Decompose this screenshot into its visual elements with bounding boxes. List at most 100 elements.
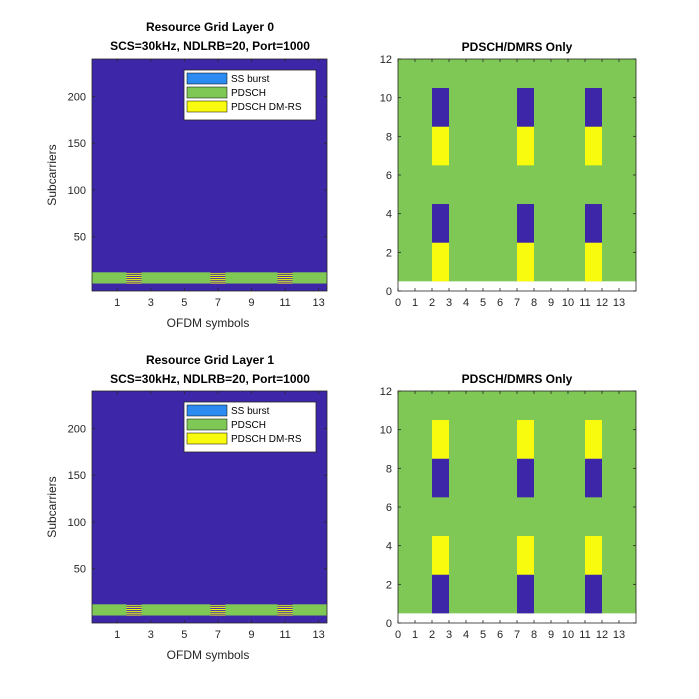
dmrs-cell	[210, 610, 226, 612]
resource-cell	[585, 574, 602, 614]
x-tick-label: 6	[497, 629, 503, 641]
y-tick-label: 100	[68, 185, 86, 197]
dmrs-cell	[277, 274, 293, 276]
dmrs-cell	[210, 279, 226, 281]
dmrs-cell	[277, 276, 293, 278]
legend-label-pdsch-dmrs: PDSCH DM-RS	[231, 434, 302, 445]
dmrs-cell	[126, 274, 142, 276]
x-axis-label: OFDM symbols	[167, 316, 250, 330]
x-axis-label: OFDM symbols	[167, 648, 250, 662]
dmrs-cell	[277, 273, 293, 275]
pdsch-band	[92, 272, 327, 284]
dmrs-cell	[277, 604, 293, 606]
legend-swatch-pdsch	[186, 418, 228, 431]
dmrs-cell	[210, 608, 226, 609]
dmrs-cell	[277, 610, 293, 612]
dmrs-cell	[210, 611, 226, 613]
dmrs-cell	[210, 274, 226, 276]
dmrs-cell	[277, 281, 293, 283]
dmrs-cell	[210, 273, 226, 275]
resource-cell	[517, 204, 534, 243]
dmrs-cell	[210, 281, 226, 283]
x-tick-label: 0	[395, 297, 401, 309]
chart-title: PDSCH/DMRS Only	[462, 40, 573, 54]
y-axis-label: Subcarriers	[45, 144, 59, 205]
resource-cell	[432, 88, 449, 127]
legend-swatch-pdsch-dmrs	[186, 432, 228, 445]
resource-cell	[517, 242, 534, 282]
dmrs-cell	[126, 610, 142, 612]
dmrs-cell	[210, 275, 226, 277]
y-tick-label: 12	[380, 386, 392, 398]
y-tick-label: 10	[380, 425, 392, 437]
dmrs-cell	[277, 272, 293, 274]
dmrs-cell	[126, 608, 142, 609]
x-tick-label: 12	[596, 629, 608, 641]
resource-cell	[585, 126, 602, 166]
resource-cell	[517, 536, 534, 575]
chart-title: Resource Grid Layer 0	[146, 20, 274, 34]
dmrs-cell	[126, 280, 142, 282]
resource-cell	[432, 204, 449, 243]
x-tick-label: 10	[562, 629, 574, 641]
resource-cell	[585, 420, 602, 459]
dmrs-cell	[126, 614, 142, 616]
dmrs-cell	[277, 276, 293, 277]
x-tick-label: 5	[480, 629, 486, 641]
legend-label-ss-burst: SS burst	[231, 74, 270, 85]
resource-cell	[585, 204, 602, 243]
y-tick-label: 6	[386, 502, 392, 514]
x-tick-label: 6	[497, 297, 503, 309]
dmrs-cell	[126, 282, 142, 284]
dmrs-cell	[277, 275, 293, 277]
y-tick-label: 12	[380, 54, 392, 66]
x-tick-label: 8	[531, 629, 537, 641]
x-tick-label: 3	[148, 297, 154, 309]
chart-title: PDSCH/DMRS Only	[462, 372, 573, 386]
x-tick-label: 3	[148, 629, 154, 641]
x-tick-label: 2	[429, 297, 435, 309]
dmrs-cell	[126, 612, 142, 614]
resource-cell	[432, 536, 449, 575]
pdsch-band	[92, 604, 327, 616]
x-tick-label: 0	[395, 629, 401, 641]
dmrs-cell	[277, 606, 293, 608]
resource-cell	[432, 242, 449, 282]
y-tick-label: 10	[380, 93, 392, 105]
dmrs-cell	[277, 611, 293, 613]
dmrs-cell	[277, 280, 293, 282]
x-tick-label: 4	[463, 297, 469, 309]
resource-cell	[517, 574, 534, 614]
dmrs-cell	[277, 277, 293, 279]
dmrs-cell	[126, 613, 142, 615]
resource-cell	[585, 242, 602, 282]
x-tick-label: 13	[613, 297, 625, 309]
legend-swatch-pdsch-dmrs	[186, 100, 228, 113]
resource-cell	[432, 126, 449, 166]
dmrs-cell	[126, 609, 142, 611]
x-tick-label: 1	[114, 629, 120, 641]
dmrs-cell	[277, 614, 293, 616]
legend-label-ss-burst: SS burst	[231, 406, 270, 417]
resource-cell	[432, 574, 449, 614]
dmrs-cell	[126, 611, 142, 613]
dmrs-cell	[210, 614, 226, 616]
blank-band	[398, 613, 636, 623]
dmrs-cell	[210, 276, 226, 278]
y-tick-label: 150	[68, 470, 86, 482]
x-tick-label: 13	[312, 629, 324, 641]
blank-band	[398, 281, 636, 291]
y-tick-label: 8	[386, 463, 392, 475]
dmrs-cell	[126, 608, 142, 610]
y-tick-label: 0	[386, 286, 392, 298]
resource-cell	[517, 458, 534, 498]
resource-cell	[517, 88, 534, 127]
dmrs-cell	[210, 272, 226, 274]
resource-cell	[432, 458, 449, 498]
legend-label-pdsch: PDSCH	[231, 88, 266, 99]
x-tick-label: 9	[548, 629, 554, 641]
y-tick-label: 50	[74, 564, 86, 576]
x-tick-label: 1	[114, 297, 120, 309]
y-tick-label: 2	[386, 247, 392, 259]
